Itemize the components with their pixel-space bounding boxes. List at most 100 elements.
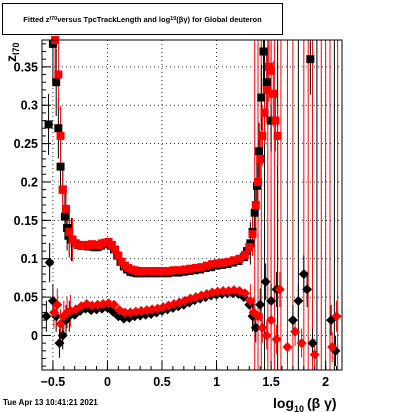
square-marker bbox=[186, 264, 195, 273]
diamond-marker bbox=[58, 311, 69, 322]
diamond-marker bbox=[266, 295, 277, 306]
square-marker bbox=[269, 89, 278, 98]
title-middle: versus TpcTrackLength and log bbox=[57, 14, 171, 24]
y-tick-label: 0.2 bbox=[21, 175, 38, 189]
square-marker bbox=[260, 108, 269, 117]
square-marker bbox=[262, 78, 271, 87]
diamond-marker bbox=[109, 299, 119, 310]
x-tick-label: 0.5 bbox=[153, 375, 170, 389]
diamond-marker bbox=[296, 338, 307, 349]
y-tick-label: 0.05 bbox=[14, 291, 38, 305]
y-tick-label: 0.15 bbox=[14, 214, 38, 228]
diamond-marker bbox=[290, 326, 301, 337]
square-marker bbox=[62, 204, 70, 213]
square-marker bbox=[258, 131, 267, 140]
x-tick-labels: −0.5 0 0.5 1 1.5 2 bbox=[41, 375, 330, 389]
y-tick-label: 0.1 bbox=[21, 252, 38, 266]
square-marker bbox=[235, 254, 244, 263]
axis-ticks bbox=[41, 43, 338, 370]
diamond-marker bbox=[266, 315, 277, 326]
diamond-marker bbox=[257, 322, 268, 333]
square-marker bbox=[271, 116, 280, 125]
square-marker bbox=[240, 250, 249, 259]
diamond-marker bbox=[274, 284, 285, 295]
x-tick-label: −0.5 bbox=[41, 375, 66, 389]
x-tick-label: 1.5 bbox=[262, 375, 279, 389]
diamond-marker bbox=[255, 299, 266, 310]
square-marker bbox=[164, 267, 173, 275]
square-marker bbox=[259, 47, 268, 56]
diamond-marker bbox=[309, 349, 320, 360]
title-z-subscript: I70 bbox=[49, 16, 58, 22]
y-tick-label: 0.3 bbox=[21, 99, 38, 113]
diamond-marker bbox=[41, 311, 52, 322]
x-tick-label: 1 bbox=[213, 375, 220, 389]
square-marker bbox=[262, 85, 271, 94]
square-marker bbox=[224, 257, 233, 266]
square-marker bbox=[213, 259, 222, 268]
square-marker bbox=[306, 55, 315, 64]
chart-title: Fitted z I70 versus TpcTrackLength and lo… bbox=[2, 3, 283, 35]
square-marker bbox=[153, 267, 162, 275]
square-marker bbox=[44, 120, 53, 129]
diamond-marker bbox=[307, 338, 318, 349]
square-marker bbox=[180, 265, 189, 274]
square-marker bbox=[111, 245, 120, 254]
square-marker bbox=[65, 227, 74, 236]
square-marker bbox=[267, 66, 276, 75]
diamond-marker bbox=[302, 284, 313, 295]
square-marker bbox=[248, 230, 257, 239]
square-marker bbox=[250, 208, 259, 217]
square-marker bbox=[60, 212, 69, 221]
diamond-marker bbox=[293, 295, 304, 306]
data-points bbox=[41, 36, 342, 360]
diamond-marker bbox=[298, 269, 309, 280]
diamond-marker bbox=[218, 285, 229, 296]
diamond-marker bbox=[55, 318, 66, 329]
diamond-marker bbox=[239, 288, 250, 299]
square-marker bbox=[208, 260, 217, 269]
square-marker bbox=[142, 267, 151, 275]
square-marker bbox=[54, 70, 63, 79]
square-marker bbox=[230, 256, 238, 265]
title-log-subscript: 10 bbox=[170, 16, 177, 22]
square-marker bbox=[191, 263, 200, 272]
y-tick-label: 0.25 bbox=[14, 137, 38, 151]
diamond-marker bbox=[261, 330, 272, 341]
square-marker bbox=[148, 267, 157, 275]
square-marker bbox=[245, 243, 254, 252]
x-tick-label: 0 bbox=[104, 375, 111, 389]
diamond-marker bbox=[245, 295, 256, 306]
square-marker bbox=[170, 266, 178, 275]
square-marker bbox=[202, 261, 211, 270]
diamond-marker bbox=[282, 341, 293, 352]
diamond-marker bbox=[52, 299, 63, 310]
square-marker bbox=[175, 266, 184, 275]
diamond-marker bbox=[54, 338, 65, 349]
square-marker bbox=[219, 258, 228, 267]
square-marker bbox=[197, 263, 206, 272]
square-marker bbox=[107, 240, 116, 249]
y-tick-label: 0 bbox=[31, 329, 38, 343]
title-prefix: Fitted z bbox=[23, 14, 50, 24]
square-marker bbox=[251, 201, 260, 209]
diamond-marker bbox=[49, 307, 59, 318]
diamond-marker bbox=[119, 307, 130, 318]
square-marker bbox=[58, 185, 67, 194]
square-marker bbox=[159, 267, 168, 275]
title-suffix: (βγ) for Global deuteron bbox=[176, 14, 262, 24]
diamond-marker bbox=[327, 341, 338, 352]
square-marker bbox=[54, 124, 63, 133]
square-marker bbox=[257, 93, 266, 102]
diamond-marker bbox=[44, 257, 55, 268]
x-tick-label: 2 bbox=[322, 375, 329, 389]
square-marker bbox=[56, 131, 65, 140]
diamond-marker bbox=[271, 334, 282, 345]
square-marker bbox=[56, 162, 65, 171]
diamond-marker bbox=[260, 276, 271, 287]
diamond-marker bbox=[57, 330, 68, 341]
square-marker bbox=[254, 177, 262, 186]
x-axis-label: log10 (β γ) bbox=[273, 395, 337, 412]
square-marker bbox=[267, 116, 276, 125]
